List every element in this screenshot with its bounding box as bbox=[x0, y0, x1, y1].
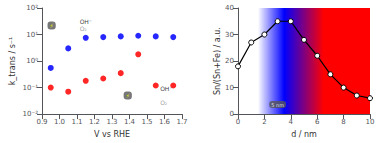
svg-text:10: 10 bbox=[366, 118, 375, 126]
svg-text:k_trans / s⁻¹: k_trans / s⁻¹ bbox=[8, 37, 17, 86]
svg-text:O₂: O₂ bbox=[160, 99, 168, 106]
svg-text:d / nm: d / nm bbox=[291, 130, 317, 139]
svg-text:4: 4 bbox=[289, 118, 294, 126]
svg-text:1.2: 1.2 bbox=[89, 118, 100, 126]
svg-text:1.0: 1.0 bbox=[54, 118, 65, 126]
svg-text:1.1: 1.1 bbox=[71, 118, 82, 126]
svg-text:⚡: ⚡ bbox=[126, 92, 130, 99]
svg-text:10⁻²: 10⁻² bbox=[22, 110, 38, 119]
svg-text:0.9: 0.9 bbox=[36, 118, 47, 126]
svg-text:OH⁻: OH⁻ bbox=[160, 85, 172, 92]
svg-text:0: 0 bbox=[230, 110, 234, 118]
svg-text:OH⁻: OH⁻ bbox=[80, 18, 92, 25]
svg-text:2: 2 bbox=[262, 118, 266, 126]
svg-text:10²: 10² bbox=[26, 4, 38, 12]
svg-text:O₂: O₂ bbox=[80, 25, 88, 32]
svg-text:10⁰: 10⁰ bbox=[26, 57, 38, 65]
svg-text:5 nm: 5 nm bbox=[271, 102, 284, 108]
svg-text:20: 20 bbox=[225, 57, 234, 65]
svg-text:30: 30 bbox=[225, 31, 234, 39]
svg-text:1.3: 1.3 bbox=[106, 118, 117, 126]
svg-text:1.5: 1.5 bbox=[141, 118, 152, 126]
svg-text:8: 8 bbox=[341, 118, 345, 126]
svg-text:1.7: 1.7 bbox=[176, 118, 187, 126]
svg-text:⚡: ⚡ bbox=[50, 22, 54, 29]
svg-text:1.6: 1.6 bbox=[159, 118, 171, 126]
svg-text:10¹: 10¹ bbox=[26, 31, 38, 39]
svg-text:1.4: 1.4 bbox=[124, 118, 136, 126]
svg-text:40: 40 bbox=[225, 4, 234, 12]
svg-text:V vs RHE: V vs RHE bbox=[94, 130, 130, 139]
svg-text:0: 0 bbox=[236, 118, 240, 126]
svg-text:10⁻¹: 10⁻¹ bbox=[23, 84, 39, 92]
svg-text:6: 6 bbox=[315, 118, 320, 126]
svg-text:Sn/(Sn+Fe) / a.u.: Sn/(Sn+Fe) / a.u. bbox=[213, 27, 222, 95]
svg-text:10: 10 bbox=[225, 84, 234, 92]
